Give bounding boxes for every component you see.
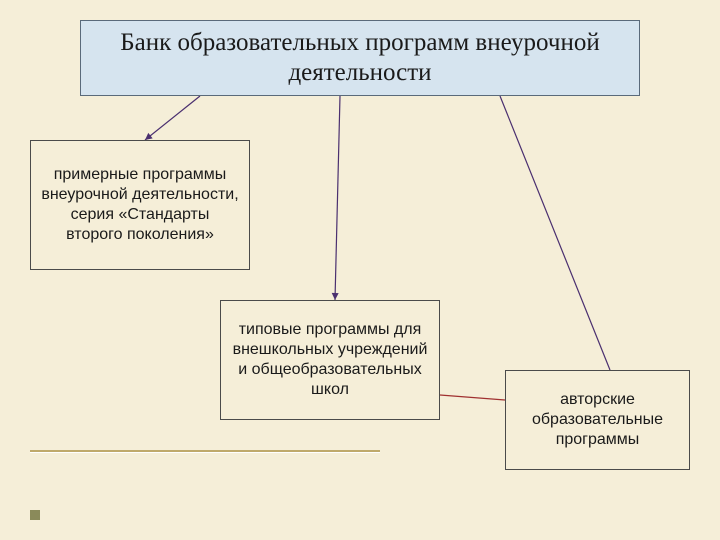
node-sample-programs: примерные программы внеурочной деятельно… bbox=[30, 140, 250, 270]
title-text: Банк образовательных программ внеурочной… bbox=[97, 28, 623, 88]
decorative-rule bbox=[30, 450, 380, 453]
title-box: Банк образовательных программ внеурочной… bbox=[80, 20, 640, 96]
node-label: авторские образовательные программы bbox=[516, 390, 679, 450]
node-typical-programs: типовые программы для внешкольных учрежд… bbox=[220, 300, 440, 420]
corner-mark bbox=[30, 510, 40, 520]
node-label: примерные программы внеурочной деятельно… bbox=[41, 165, 239, 245]
node-author-programs: авторские образовательные программы bbox=[505, 370, 690, 470]
node-label: типовые программы для внешкольных учрежд… bbox=[231, 320, 429, 400]
